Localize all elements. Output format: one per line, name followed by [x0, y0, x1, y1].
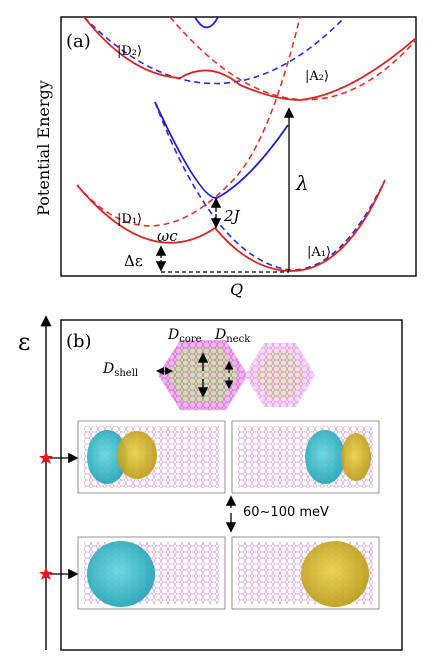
upper-adiabatic-red-curve [83, 17, 416, 101]
panel-a-frame [60, 16, 417, 277]
panel-b-frame [60, 319, 403, 651]
energy-axis-label: ε [18, 328, 30, 356]
d-shell-label: Dshell [102, 361, 138, 379]
d-neck-label: Dneck [214, 327, 251, 345]
lower-d1-dashed-curve [76, 17, 301, 227]
state-a1-label: |A₁⟩ [307, 245, 331, 260]
panel-b-tag: (b) [66, 331, 92, 352]
yellow-lobe [301, 541, 369, 607]
state-d1-label: |D₁⟩ [117, 212, 142, 227]
cyan-lobe [305, 430, 345, 484]
lower-state-pair [77, 536, 380, 610]
energy-gap-label: 60~100 meV [243, 505, 329, 520]
dot-structure-schematic: Dcore Dneck Dshell [102, 327, 315, 410]
upper-level-marker-icon [39, 451, 53, 464]
panel-a-tag: (a) [66, 31, 91, 52]
omega-label: ωc [157, 227, 178, 245]
lower-a1-dashed-curve [154, 101, 386, 271]
cyan-lobe [87, 430, 127, 484]
upper-a2-dashed-curve [169, 17, 416, 101]
yellow-lobe [341, 433, 371, 481]
yellow-lobe [117, 431, 157, 479]
state-a2-label: |A₂⟩ [305, 69, 329, 84]
x-axis-label: Q [230, 280, 243, 299]
panel-b: ε (b) Dcore Dneck Dshell [18, 315, 403, 651]
d-core-label: Dcore [167, 327, 202, 345]
cyan-lobe [87, 541, 155, 607]
coupling-label: 2J [223, 207, 241, 225]
lower-level-marker-icon [39, 567, 53, 580]
upper-state-pair [77, 420, 380, 494]
lower-ground-adiabatic-red-curve [76, 179, 386, 272]
upper-adiabatic-blue-curve [194, 17, 219, 29]
y-axis-label: Potential Energy [34, 80, 53, 216]
delta-eps-label: Δε [124, 252, 143, 270]
upper-d2-dashed-curve [83, 17, 346, 85]
lambda-label: λ [295, 171, 309, 195]
state-d2-label: |D₂⟩ [117, 44, 142, 59]
panel-a: (a) Potential Energy Q |D₂⟩ |A₂⟩ |D₁⟩ |A… [34, 16, 417, 299]
